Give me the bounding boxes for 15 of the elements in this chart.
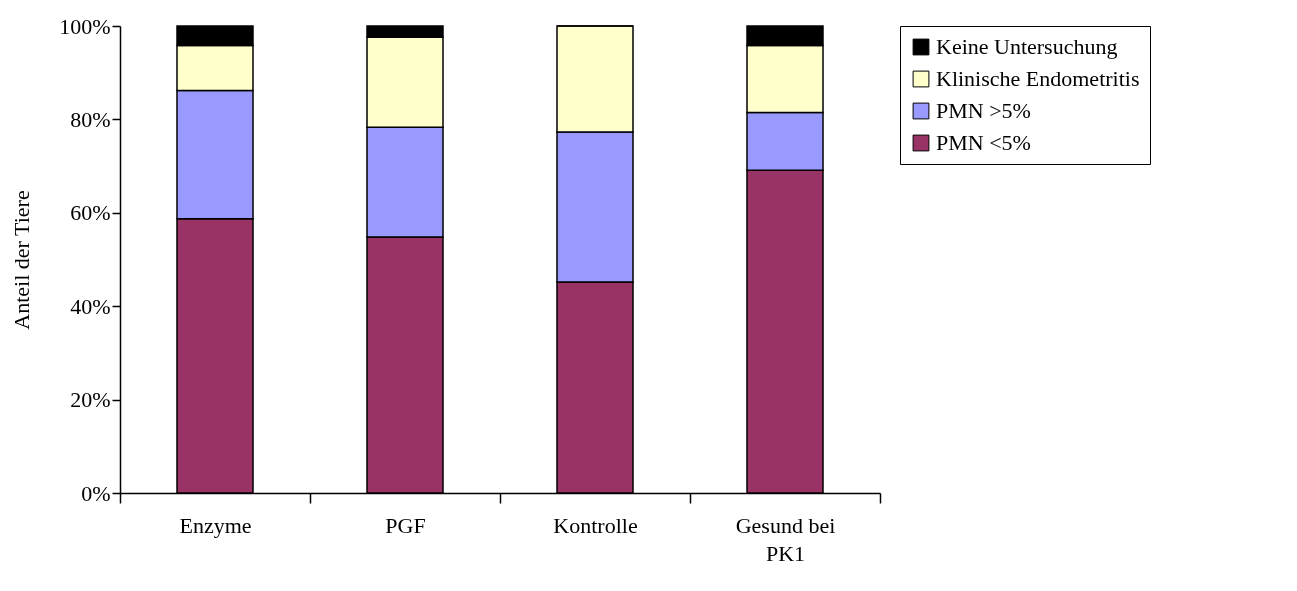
legend-label: PMN >5% — [936, 98, 1031, 123]
y-axis-title: Anteil der Tiere — [9, 190, 35, 330]
x-tick-label: Kontrolle — [553, 512, 638, 538]
legend-label: Klinische Endometritis — [936, 66, 1140, 91]
y-tick-label: 40% — [70, 293, 111, 319]
x-tick-label: Gesund bei PK1 — [735, 512, 836, 566]
y-tick-label: 0% — [81, 480, 111, 506]
y-tick-label: 60% — [70, 200, 111, 226]
y-tick-label: 80% — [70, 106, 111, 132]
x-tick-label: PGF — [385, 512, 426, 538]
y-tick-label: 20% — [70, 387, 111, 413]
y-tick-label: 100% — [59, 13, 111, 39]
legend-label: PMN <5% — [936, 130, 1031, 155]
x-tick-label: Enzyme — [179, 512, 252, 538]
legend-label: Keine Untersuchung — [936, 34, 1118, 59]
